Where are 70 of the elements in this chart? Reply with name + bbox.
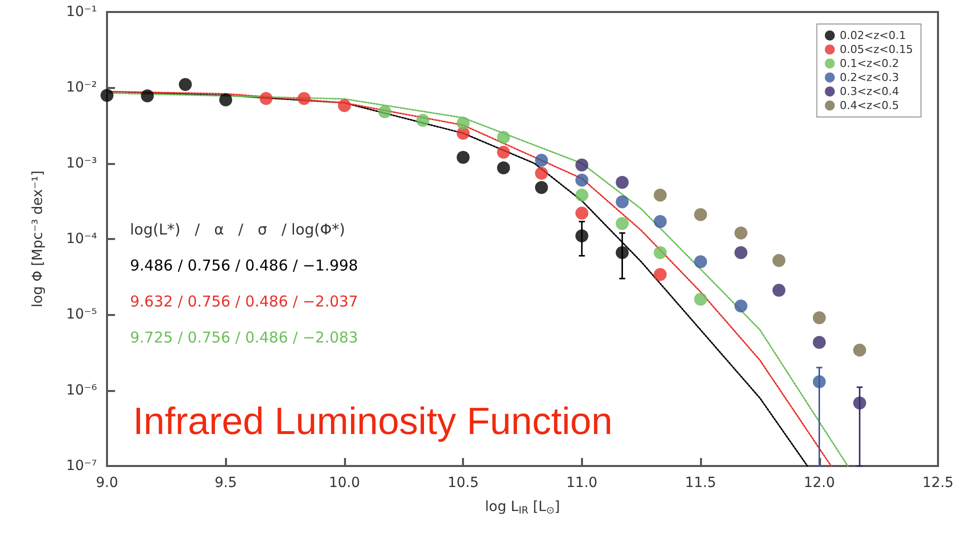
- legend-label: 0.3<z<0.4: [840, 85, 900, 98]
- y-tick-label: 10⁻⁶: [66, 382, 98, 398]
- annotation: 9.632 / 0.756 / 0.486 / −2.037: [130, 292, 358, 310]
- annotation: 9.486 / 0.756 / 0.486 / −1.998: [130, 256, 358, 274]
- point: [654, 215, 667, 228]
- point: [575, 229, 588, 242]
- point: [575, 206, 588, 220]
- point: [853, 344, 866, 357]
- point: [734, 300, 748, 313]
- point: [456, 116, 470, 130]
- point: [694, 255, 708, 268]
- point: [378, 105, 392, 118]
- point: [654, 246, 667, 260]
- x-tick-label: 9.5: [214, 475, 237, 491]
- point: [456, 150, 470, 164]
- point: [575, 174, 588, 187]
- point: [694, 208, 708, 222]
- x-tick-label: 12.5: [922, 475, 954, 491]
- legend-label: 0.2<z<0.3: [840, 71, 900, 84]
- point: [616, 195, 629, 208]
- point: [654, 188, 667, 202]
- point: [616, 246, 629, 260]
- y-tick-label: 10⁻⁴: [66, 231, 98, 247]
- point: [219, 93, 232, 106]
- x-tick-label: 10.5: [448, 475, 479, 491]
- point: [575, 188, 588, 202]
- point: [772, 254, 786, 267]
- point: [535, 180, 548, 194]
- point: [497, 161, 510, 174]
- point: [497, 130, 510, 144]
- y-tick-label: 10⁻²: [66, 80, 97, 96]
- point: [772, 284, 786, 297]
- y-axis-title: log Φ [Mpc⁻³ dex⁻¹]: [30, 170, 46, 308]
- point: [140, 89, 154, 102]
- point: [260, 92, 273, 105]
- point: [535, 154, 548, 167]
- point: [853, 396, 866, 410]
- point: [416, 114, 430, 127]
- annotation: 9.725 / 0.756 / 0.486 / −2.083: [130, 328, 358, 346]
- legend-label: 0.4<z<0.5: [840, 99, 900, 112]
- y-tick-label: 10⁻¹: [66, 4, 97, 20]
- x-tick-label: 11.5: [684, 475, 716, 491]
- point: [616, 176, 629, 189]
- point: [654, 268, 667, 281]
- point: [812, 375, 826, 388]
- legend-label: 0.05<z<0.15: [840, 43, 914, 56]
- x-tick-label: 9.0: [96, 475, 118, 491]
- legend-label: 0.1<z<0.2: [840, 57, 900, 70]
- point: [298, 92, 311, 105]
- point: [178, 78, 192, 92]
- point: [535, 166, 548, 180]
- text: Infrared Luminosity Function: [133, 401, 612, 443]
- point: [734, 246, 748, 260]
- annotation: log(L*) / α / σ / log(Φ*): [130, 220, 346, 238]
- point: [497, 146, 510, 159]
- x-tick-label: 11.0: [566, 475, 598, 491]
- x-tick-label: 12.0: [804, 475, 835, 491]
- point: [575, 158, 588, 172]
- legend-label: 0.02<z<0.1: [840, 29, 906, 42]
- point: [100, 88, 114, 102]
- point: [616, 217, 629, 230]
- point: [812, 311, 826, 324]
- y-tick-label: 10⁻³: [66, 155, 97, 172]
- point: [694, 292, 708, 306]
- y-tick-label: 10⁻⁵: [66, 306, 97, 323]
- y-tick-label: 10⁻⁷: [66, 458, 97, 474]
- point: [338, 99, 351, 112]
- point: [812, 336, 826, 349]
- x-tick-label: 10.0: [328, 475, 360, 491]
- point: [734, 226, 748, 240]
